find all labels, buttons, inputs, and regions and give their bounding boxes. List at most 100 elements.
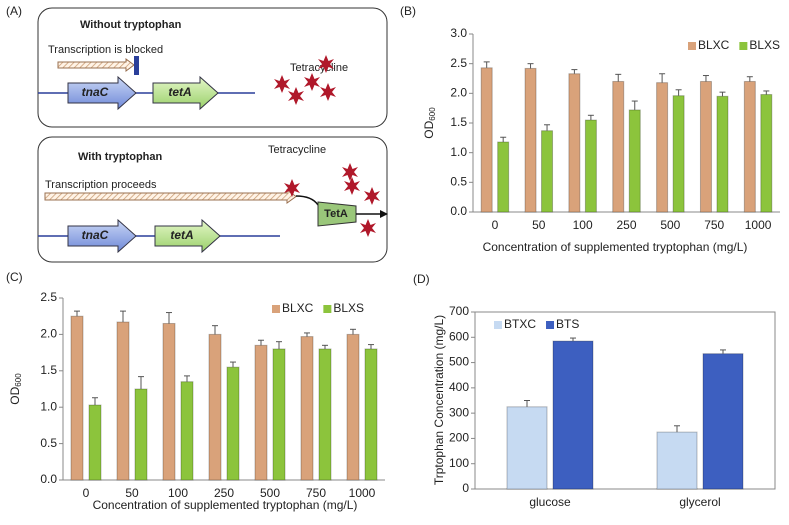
x-tick-label: 50 <box>532 218 546 232</box>
bar <box>612 80 625 213</box>
y-tick-label: 1.0 <box>450 145 467 159</box>
legend-swatch <box>272 305 280 313</box>
bar <box>541 130 554 213</box>
bar <box>699 80 712 213</box>
y-tick-label: 0.5 <box>40 436 57 450</box>
bar <box>254 344 268 481</box>
y-tick-label: 400 <box>449 380 469 394</box>
x-tick-label: 250 <box>616 218 636 232</box>
bar <box>480 67 493 213</box>
bar <box>226 366 240 481</box>
block <box>134 56 139 75</box>
y-tick-label: 0.0 <box>40 472 57 486</box>
y-axis-label-sub: 600 <box>14 373 23 387</box>
panel-label: (A) <box>6 4 22 18</box>
bar <box>628 109 641 213</box>
box-title: Without tryptophan <box>80 19 182 31</box>
drug-label: Tetracycline <box>268 144 326 156</box>
bar <box>702 353 744 490</box>
x-tick-label: 1000 <box>745 218 772 232</box>
y-tick-label: 600 <box>449 329 469 343</box>
y-tick-label: 1.0 <box>40 399 57 413</box>
y-tick-label: 1.5 <box>450 115 467 129</box>
x-tick-label: glycerol <box>679 495 720 509</box>
x-tick-label: 750 <box>704 218 724 232</box>
box-title: With tryptophan <box>78 151 162 163</box>
bar <box>70 315 84 481</box>
gene-label: tetA <box>170 228 193 242</box>
gene-label: tnaC <box>82 85 109 99</box>
gene-arrow <box>152 75 219 111</box>
x-tick-label: 100 <box>168 486 188 500</box>
y-axis-label-main: OD <box>422 120 436 138</box>
pump-label: TetA <box>324 208 348 220</box>
gene-arrow <box>67 218 137 254</box>
bar <box>134 388 148 481</box>
bar <box>346 333 360 481</box>
y-tick-label: 2.5 <box>40 290 57 304</box>
bar <box>743 80 756 213</box>
legend-label: BTS <box>556 317 579 331</box>
arrow-label: Transcription proceeds <box>45 179 157 191</box>
panel-label: (B) <box>400 4 416 18</box>
panel-a: (A) Without tryptophan Transcription is … <box>6 4 388 263</box>
y-axis-label: OD600 <box>8 373 23 405</box>
panel-label: (D) <box>413 272 430 286</box>
gene-label: tetA <box>168 85 191 99</box>
bar <box>272 348 286 481</box>
x-tick-label: 0 <box>83 486 90 500</box>
x-tick-label: 50 <box>125 486 139 500</box>
legend-label: BLXC <box>698 38 730 52</box>
legend-label: BTXC <box>504 317 536 331</box>
transcript-arrow <box>57 58 135 72</box>
legend-swatch <box>739 42 748 50</box>
gene-arrow <box>154 218 221 254</box>
y-tick-label: 200 <box>449 431 469 445</box>
y-tick-label: 1.5 <box>40 363 57 377</box>
bar <box>656 431 698 490</box>
x-tick-label: 500 <box>260 486 280 500</box>
y-tick-label: 2.0 <box>450 86 467 100</box>
y-axis-label: Trptophan Concentration (mg/L) <box>432 315 446 485</box>
panel-label: (C) <box>6 270 23 284</box>
y-tick-label: 0.5 <box>450 175 467 189</box>
y-axis-label-main: OD <box>8 386 22 404</box>
x-tick-label: glucose <box>529 495 571 509</box>
y-axis-label-main: Trptophan Concentration (mg/L) <box>432 315 446 485</box>
y-axis-label: OD600 <box>422 107 437 139</box>
bar <box>88 404 102 481</box>
bar <box>300 336 314 481</box>
bar <box>568 73 581 213</box>
bar <box>208 333 222 481</box>
bar <box>318 348 332 481</box>
legend-label: BLXS <box>333 301 364 315</box>
bar <box>552 340 594 490</box>
y-tick-label: 2.0 <box>40 327 57 341</box>
gene-label: tnaC <box>82 228 109 242</box>
bar <box>497 141 510 213</box>
y-tick-label: 2.5 <box>450 56 467 70</box>
legend-label: BLXS <box>749 38 780 52</box>
x-axis-label: Concentration of supplemented tryptophan… <box>483 240 748 254</box>
bar <box>524 67 537 213</box>
y-tick-label: 700 <box>449 304 469 318</box>
bar <box>116 321 130 481</box>
y-tick-label: 100 <box>449 456 469 470</box>
y-axis-label-sub: 600 <box>428 107 437 121</box>
bar <box>760 94 773 213</box>
bar <box>584 119 597 213</box>
y-tick-label: 0.0 <box>450 204 467 218</box>
legend-swatch <box>494 321 502 329</box>
bar <box>180 381 194 481</box>
arrow-label: Transcription is blocked <box>48 44 163 56</box>
pump <box>317 201 357 227</box>
legend-swatch <box>323 305 332 313</box>
x-tick-label: 100 <box>573 218 593 232</box>
bar <box>162 322 176 481</box>
legend-swatch <box>688 42 696 50</box>
export-arrow-head <box>380 210 388 218</box>
x-axis-label: Concentration of supplemented tryptophan… <box>93 498 358 512</box>
bar <box>656 82 669 213</box>
y-tick-label: 500 <box>449 355 469 369</box>
